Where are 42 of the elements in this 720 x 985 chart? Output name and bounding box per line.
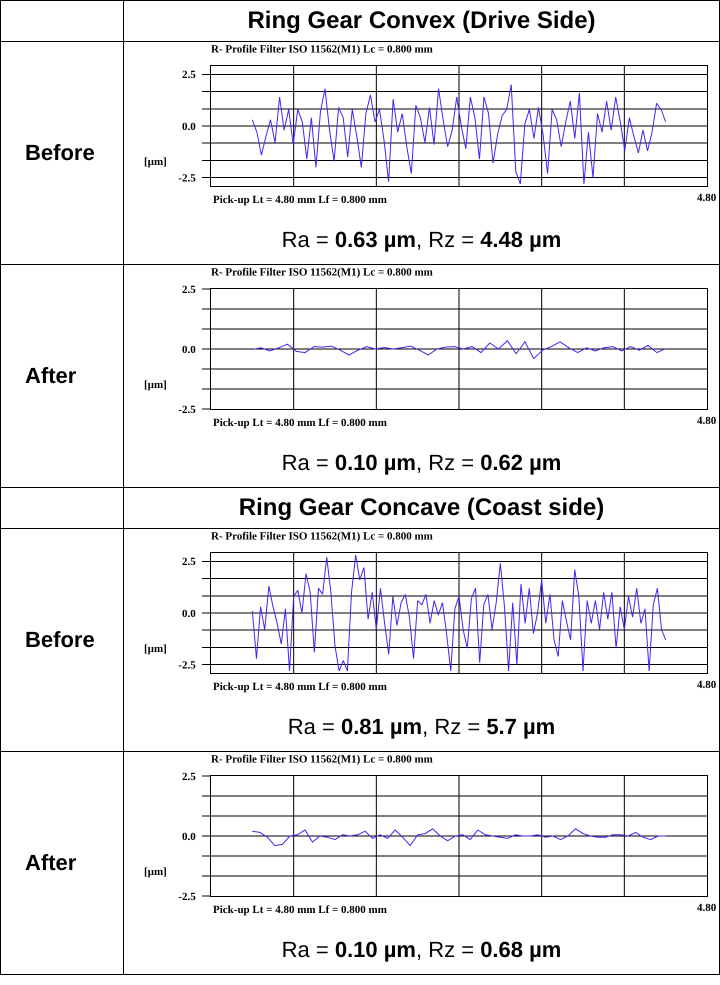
text: Ra = 0.81 µm, Rz = 5.7 µm [286, 713, 556, 741]
y-tick-label: 2.5 [182, 770, 196, 783]
text: Ra = 0.63 µm, Rz = 4.48 µm [280, 226, 562, 254]
text: Before [0, 42, 124, 264]
y-axis-title: [µm] [144, 379, 167, 391]
y-tick-label: 0.0 [182, 608, 196, 620]
line-series [252, 84, 666, 184]
y-tick-label: 2.5 [182, 284, 196, 296]
line-series [252, 828, 666, 846]
y-axis-title: [µm] [144, 156, 167, 168]
y-axis-title: [µm] [144, 866, 167, 878]
y-tick-label: 2.5 [182, 556, 196, 568]
y-tick-label: 0.0 [182, 120, 196, 133]
chart-title: Ring Gear Convex (Drive Side) [124, 0, 720, 42]
text: 4.80 [697, 902, 717, 914]
text: 4.80 [697, 415, 717, 427]
y-tick-label: 2.5 [182, 69, 196, 82]
text: After [0, 752, 124, 974]
x-axis-title: Pick-up Lt = 4.80 mm Lf = 0.800 mm [213, 904, 387, 916]
text: 4.80 [697, 679, 717, 691]
line-series [252, 554, 666, 672]
y-tick-label: -2.5 [178, 890, 196, 903]
chart-subtitle: R- Profile Filter ISO 11562(M1) Lc = 0.800 mm [211, 530, 433, 542]
line-series [252, 340, 666, 360]
chart-title: Ring Gear Concave (Coast side) [124, 488, 720, 528]
y-axis-title: [µm] [144, 643, 167, 655]
y-tick-label: -2.5 [178, 660, 196, 672]
y-tick-label: -2.5 [178, 172, 196, 185]
text: Before [0, 528, 124, 752]
x-axis-title: Pick-up Lt = 4.80 mm Lf = 0.800 mm [213, 681, 387, 693]
x-axis-title: Pick-up Lt = 4.80 mm Lf = 0.800 mm [213, 194, 387, 206]
y-tick-label: 0.0 [182, 344, 196, 356]
chart-subtitle: R- Profile Filter ISO 11562(M1) Lc = 0.800 mm [211, 43, 433, 56]
text: 4.80 [697, 192, 717, 204]
text: Ra = 0.10 µm, Rz = 0.68 µm [280, 936, 562, 964]
chart-subtitle: R- Profile Filter ISO 11562(M1) Lc = 0.800 mm [211, 753, 433, 766]
text: After [0, 264, 124, 488]
chart-subtitle: R- Profile Filter ISO 11562(M1) Lc = 0.800 mm [211, 266, 433, 278]
text: Ra = 0.10 µm, Rz = 0.62 µm [280, 449, 562, 477]
y-tick-label: -2.5 [178, 404, 196, 416]
x-axis-title: Pick-up Lt = 4.80 mm Lf = 0.800 mm [213, 417, 387, 429]
y-tick-label: 0.0 [182, 830, 196, 843]
